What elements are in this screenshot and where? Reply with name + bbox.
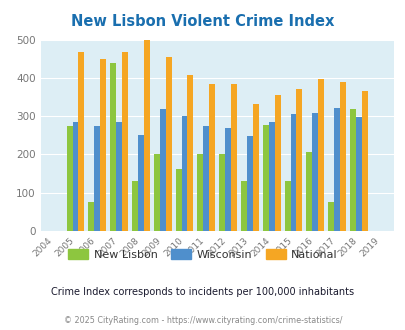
Bar	[132, 181, 138, 231]
Text: Crime Index corresponds to incidents per 100,000 inhabitants: Crime Index corresponds to incidents per…	[51, 287, 354, 297]
Bar	[241, 181, 246, 231]
Bar	[262, 125, 268, 231]
Bar	[197, 154, 203, 231]
Bar	[66, 126, 72, 231]
Bar	[122, 52, 128, 231]
Bar	[284, 181, 290, 231]
Bar	[209, 84, 215, 231]
Bar	[78, 52, 84, 231]
Bar	[72, 122, 78, 231]
Bar	[349, 109, 355, 231]
Bar	[230, 84, 237, 231]
Bar	[153, 154, 159, 231]
Text: New Lisbon Violent Crime Index: New Lisbon Violent Crime Index	[71, 14, 334, 29]
Bar	[203, 126, 209, 231]
Bar	[318, 79, 323, 231]
Bar	[143, 40, 149, 231]
Bar	[355, 117, 361, 231]
Bar	[181, 116, 187, 231]
Bar	[116, 122, 122, 231]
Bar	[138, 135, 143, 231]
Bar	[306, 152, 311, 231]
Bar	[252, 104, 258, 231]
Bar	[328, 202, 333, 231]
Bar	[274, 95, 280, 231]
Bar	[290, 114, 296, 231]
Bar	[311, 113, 318, 231]
Legend: New Lisbon, Wisconsin, National: New Lisbon, Wisconsin, National	[64, 245, 341, 264]
Bar	[100, 59, 106, 231]
Bar	[165, 57, 171, 231]
Bar	[88, 202, 94, 231]
Bar	[219, 154, 225, 231]
Bar	[246, 136, 252, 231]
Bar	[268, 122, 274, 231]
Bar	[225, 128, 230, 231]
Bar	[94, 126, 100, 231]
Bar	[159, 109, 165, 231]
Bar	[187, 75, 193, 231]
Bar	[175, 169, 181, 231]
Bar	[110, 63, 116, 231]
Bar	[361, 91, 367, 231]
Bar	[296, 89, 302, 231]
Text: © 2025 CityRating.com - https://www.cityrating.com/crime-statistics/: © 2025 CityRating.com - https://www.city…	[64, 315, 341, 325]
Bar	[333, 108, 339, 231]
Bar	[339, 82, 345, 231]
